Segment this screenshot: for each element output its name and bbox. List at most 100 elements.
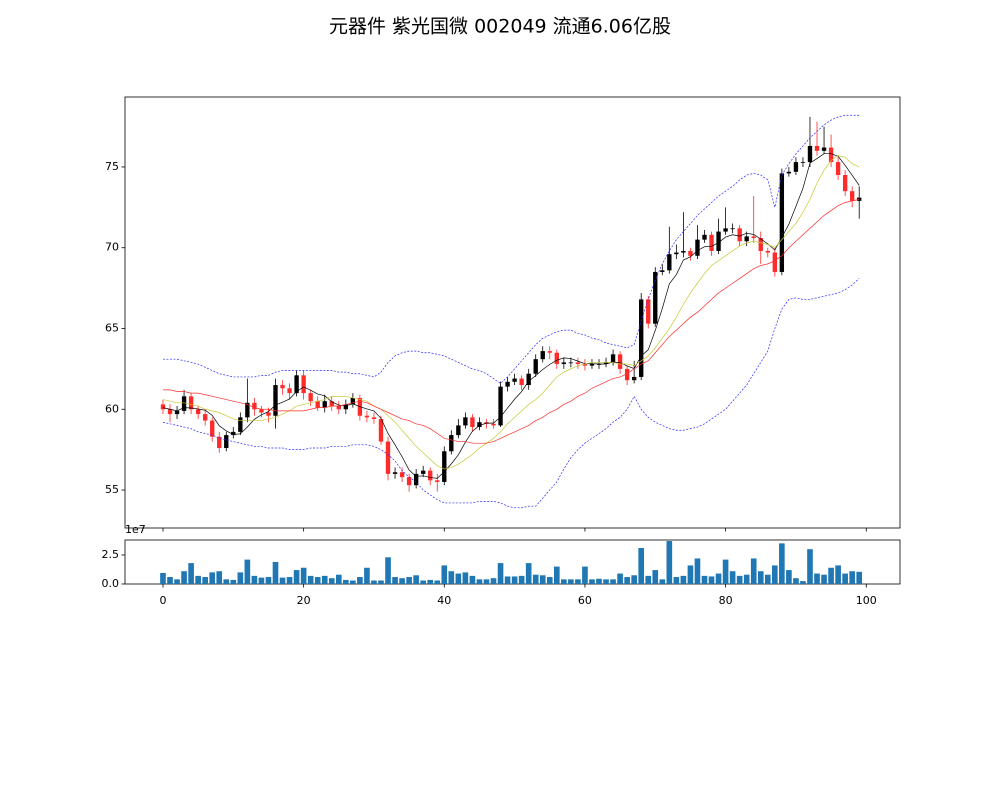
volume-bar: [701, 575, 708, 584]
candle-body: [329, 401, 334, 407]
candle-body: [547, 351, 552, 353]
candle-body: [533, 359, 538, 374]
candle-body: [160, 404, 166, 410]
volume-bar: [610, 579, 616, 584]
y-tick-label: 65: [105, 321, 119, 334]
candle-body: [167, 409, 173, 415]
indicator-line: [162, 198, 860, 444]
volume-bar: [575, 579, 581, 584]
volume-bar: [652, 570, 659, 584]
candle-body: [477, 422, 482, 428]
candle-body: [702, 234, 707, 240]
candle-body: [195, 409, 201, 415]
candle-body: [385, 441, 391, 474]
volume-bar: [807, 549, 813, 584]
volume-bar: [525, 563, 532, 584]
candle-body: [828, 147, 834, 163]
volume-bar: [181, 571, 187, 584]
candle-body: [442, 451, 447, 482]
volume-bar: [729, 571, 736, 584]
volume-bar: [441, 565, 448, 584]
candle-body: [540, 351, 545, 360]
y-tick-label: 2.5: [102, 548, 120, 561]
volume-bar: [764, 574, 771, 584]
volume-bar: [195, 575, 201, 584]
candle-body: [596, 364, 602, 365]
volume-bar: [406, 577, 412, 584]
candle-body: [723, 228, 728, 232]
volume-bar: [167, 577, 173, 584]
candle-body: [266, 412, 271, 416]
volume-bar: [532, 574, 539, 584]
candle-body: [744, 236, 749, 242]
volume-bar: [800, 581, 806, 584]
y-tick-label: 75: [105, 160, 119, 173]
volume-bar: [427, 579, 434, 584]
candle-body: [371, 417, 377, 419]
volume-bar: [293, 570, 300, 584]
candle-body: [210, 420, 215, 437]
volume-bar: [399, 578, 405, 584]
candle-body: [456, 425, 461, 436]
candle-body: [660, 270, 665, 272]
volume-bar: [835, 565, 841, 584]
volume-bar: [188, 563, 194, 584]
candle-body: [252, 402, 257, 410]
candle-body: [364, 415, 370, 418]
candle-body: [463, 417, 468, 426]
volume-bar: [237, 572, 244, 584]
volume-bar: [673, 577, 680, 584]
volume-bar: [757, 571, 764, 584]
volume-bar: [230, 579, 237, 584]
volume-bar: [202, 577, 208, 584]
candle-body: [610, 354, 616, 363]
volume-bar: [582, 566, 588, 584]
volume-bar: [223, 579, 230, 584]
candle-body: [716, 231, 721, 251]
volume-bar: [350, 580, 356, 584]
candle-body: [519, 378, 524, 386]
volume-bar: [603, 579, 609, 584]
volume-bar: [434, 580, 441, 584]
volume-bar: [687, 565, 694, 584]
indicator-line: [162, 278, 860, 509]
candle-body: [695, 239, 700, 256]
candle-body: [561, 362, 567, 365]
candle-body: [273, 385, 278, 416]
volume-bar: [828, 567, 834, 584]
volume-bar: [462, 572, 469, 584]
volume-bar: [272, 561, 279, 584]
candle-body: [470, 417, 475, 428]
x-tick-label: 80: [719, 594, 733, 607]
candle-body: [793, 162, 799, 172]
volume-bar: [209, 572, 216, 584]
volume-bar: [328, 578, 335, 584]
volume-bar: [216, 571, 223, 584]
candle-body: [224, 435, 229, 449]
volume-bar: [392, 577, 398, 584]
volume-bar: [314, 577, 321, 584]
volume-bar: [497, 563, 504, 584]
candle-body: [681, 250, 686, 253]
candle-body: [280, 385, 285, 389]
volume-bar: [160, 572, 166, 584]
candle-body: [631, 376, 637, 381]
volume-bar: [265, 577, 272, 584]
volume-bar: [357, 577, 363, 584]
candle-body: [758, 238, 763, 251]
candle-body: [639, 299, 644, 377]
volume-bar: [448, 571, 455, 584]
volume-bar: [476, 579, 483, 584]
candle-body: [814, 145, 820, 151]
volume-bar: [779, 543, 785, 584]
volume-bar: [385, 557, 391, 584]
candle-body: [421, 470, 426, 474]
volume-bar: [251, 575, 258, 584]
candle-body: [245, 402, 250, 418]
volume-bar: [420, 580, 426, 584]
candle-body: [449, 435, 454, 452]
volume-bar: [504, 576, 511, 584]
volume-bar: [666, 541, 673, 584]
y-tick-label: 60: [105, 402, 119, 415]
volume-bar: [553, 566, 560, 584]
